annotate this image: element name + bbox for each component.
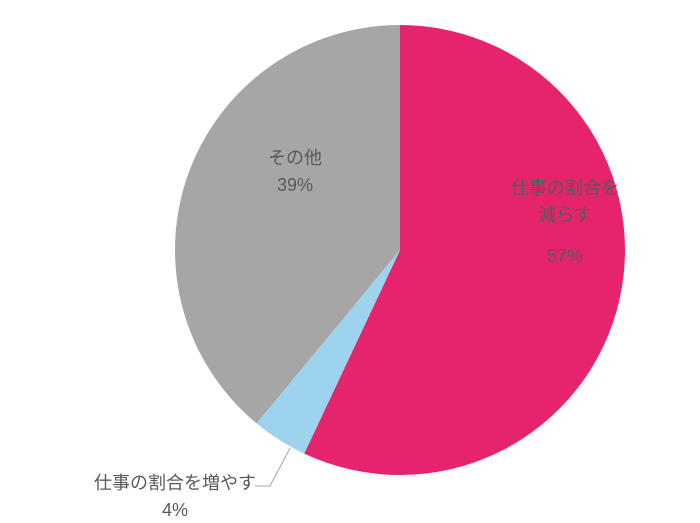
label-other-pct: 39% bbox=[255, 172, 335, 199]
label-reduce-pct: 57% bbox=[500, 243, 630, 270]
label-other: その他39% bbox=[255, 145, 335, 199]
label-reduce: 仕事の割合を減らす 57% bbox=[500, 175, 630, 270]
label-other-line1: その他 bbox=[255, 145, 335, 172]
label-increase-line1: 仕事の割合を増やす bbox=[85, 470, 265, 497]
label-increase-pct: 4% bbox=[85, 497, 265, 523]
pie-chart: 仕事の割合を減らす 57% 仕事の割合を増やす4% その他39% bbox=[0, 0, 700, 523]
label-reduce-line1: 仕事の割合を bbox=[500, 175, 630, 202]
label-increase: 仕事の割合を増やす4% bbox=[85, 470, 265, 523]
label-reduce-line2: 減らす bbox=[500, 202, 630, 229]
